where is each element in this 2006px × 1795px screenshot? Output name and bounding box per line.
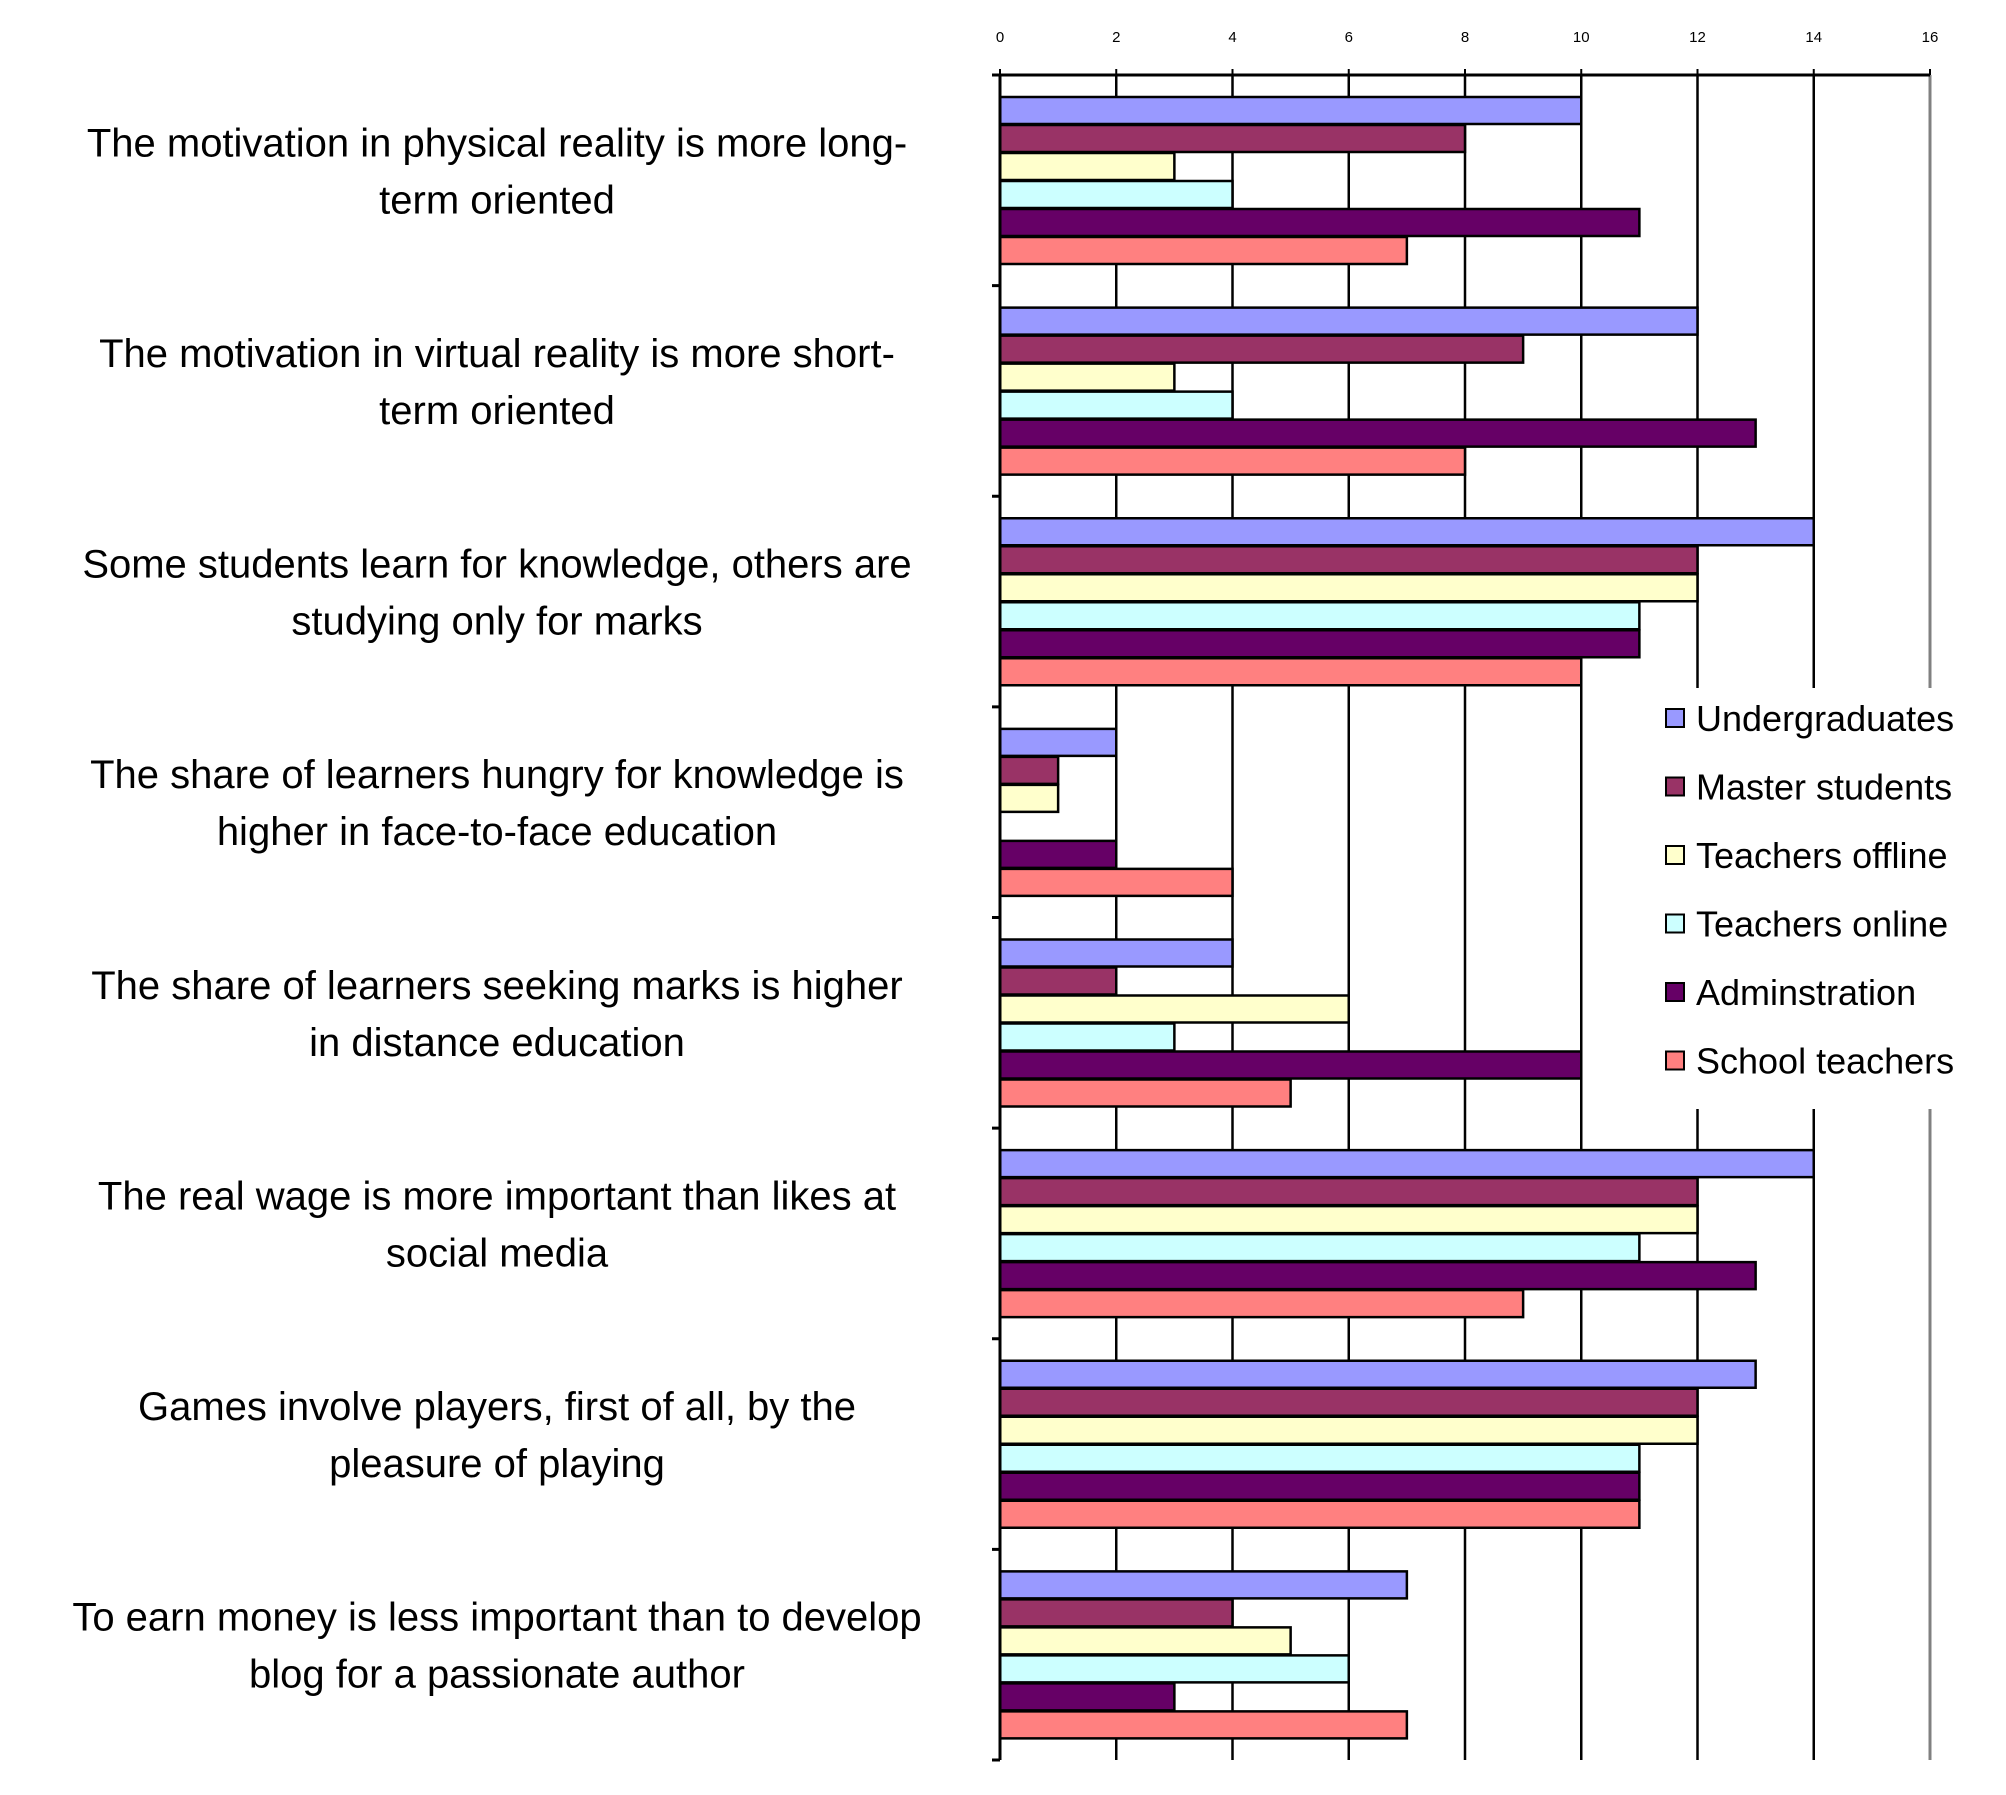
x-tick-label: 16 [1922, 29, 1939, 46]
bar-master-students [998, 1598, 1234, 1628]
bar-teachers-offline [998, 1415, 1699, 1445]
legend-entry-label: Master students [1696, 767, 1952, 808]
bar-teachers-online [998, 1022, 1176, 1052]
bar-undergraduates [998, 517, 1815, 547]
bar-adminstration [998, 1050, 1583, 1080]
bar-school-teachers [998, 1078, 1292, 1108]
x-tick-label: 12 [1689, 29, 1706, 46]
bar-teachers-online [998, 179, 1234, 210]
category-label: Games involve players, first of all, by … [138, 1385, 856, 1486]
category-label: The share of learners hungry for knowled… [90, 753, 904, 854]
bar-adminstration [998, 1471, 1641, 1501]
legend-swatch [1665, 1050, 1685, 1071]
bar-master-students [998, 545, 1699, 575]
bar-school-teachers [998, 446, 1467, 476]
legend-entry-label: Undergraduates [1696, 698, 1954, 739]
bar-teachers-offline [998, 573, 1699, 603]
x-tick-labels: 0 2 4 6 8 10 12 14 16 [996, 29, 1939, 46]
bar-school-teachers [998, 1499, 1641, 1529]
bar-master-students [998, 1176, 1699, 1207]
bar-teachers-offline [998, 151, 1176, 182]
axes [992, 69, 1931, 1762]
category-label: The share of learners seeking marks is h… [91, 964, 902, 1065]
x-tick-label: 4 [1228, 29, 1236, 46]
x-tick-label: 8 [1461, 29, 1469, 46]
legend-swatch [1665, 708, 1685, 728]
category-label: To earn money is less important than to … [72, 1596, 921, 1697]
bar-adminstration [998, 1682, 1176, 1712]
bar-adminstration [998, 629, 1641, 659]
bar-teachers-offline [998, 1204, 1699, 1235]
x-tick-label: 14 [1805, 29, 1822, 46]
legend-box [1650, 688, 2005, 1109]
category-labels: The motivation in physical reality is mo… [72, 121, 921, 1696]
legend-entry-label: Teachers offline [1696, 835, 1948, 876]
x-tick-label: 10 [1573, 29, 1590, 46]
legend-swatch [1665, 913, 1685, 934]
category-label: The motivation in physical reality is mo… [87, 121, 907, 222]
category-label: The real wage is more important than lik… [98, 1174, 896, 1275]
x-tick-label: 2 [1112, 29, 1120, 46]
bar-master-students [998, 755, 1060, 786]
category-label: Some students learn for knowledge, other… [82, 543, 911, 644]
legend-swatch [1665, 982, 1685, 1002]
legend: Undergraduates Master students Teachers of… [1650, 688, 2005, 1109]
category-label: The motivation in virtual reality is mor… [99, 332, 895, 433]
bar-undergraduates [998, 1359, 1757, 1389]
legend-entry-label: Adminstration [1696, 972, 1916, 1013]
bars [998, 95, 1815, 1740]
bar-teachers-online [998, 1232, 1641, 1263]
bar-undergraduates [998, 306, 1699, 336]
bar-master-students [998, 1387, 1699, 1417]
bar-teachers-offline [998, 362, 1176, 392]
legend-swatch [1665, 845, 1685, 865]
bar-master-students [998, 334, 1525, 364]
bar-undergraduates [998, 938, 1234, 968]
x-tick-label: 0 [996, 29, 1004, 46]
bar-school-teachers [998, 657, 1583, 687]
bar-adminstration [998, 839, 1118, 870]
bar-teachers-offline [998, 783, 1060, 814]
bar-school-teachers [998, 867, 1234, 898]
bar-teachers-offline [998, 994, 1350, 1024]
bar-adminstration [998, 418, 1757, 448]
bar-school-teachers [998, 235, 1409, 266]
bar-teachers-online [998, 390, 1234, 420]
bar-school-teachers [998, 1710, 1409, 1740]
bar-teachers-online [998, 1654, 1350, 1684]
x-tick-label: 6 [1345, 29, 1353, 46]
bar-adminstration [998, 207, 1641, 238]
bar-undergraduates [998, 95, 1583, 126]
bar-teachers-online [998, 601, 1641, 631]
bar-teachers-offline [998, 1626, 1292, 1656]
legend-entry-label: Teachers online [1696, 904, 1948, 945]
bar-master-students [998, 966, 1118, 996]
bar-school-teachers [998, 1288, 1525, 1319]
bar-teachers-online [998, 1443, 1641, 1473]
bar-undergraduates [998, 1570, 1409, 1600]
legend-entry-label: School teachers [1696, 1041, 1954, 1082]
bar-undergraduates [998, 1148, 1815, 1179]
bar-master-students [998, 123, 1467, 154]
bar-undergraduates [998, 727, 1118, 758]
bar-adminstration [998, 1260, 1757, 1291]
legend-swatch [1665, 776, 1685, 797]
